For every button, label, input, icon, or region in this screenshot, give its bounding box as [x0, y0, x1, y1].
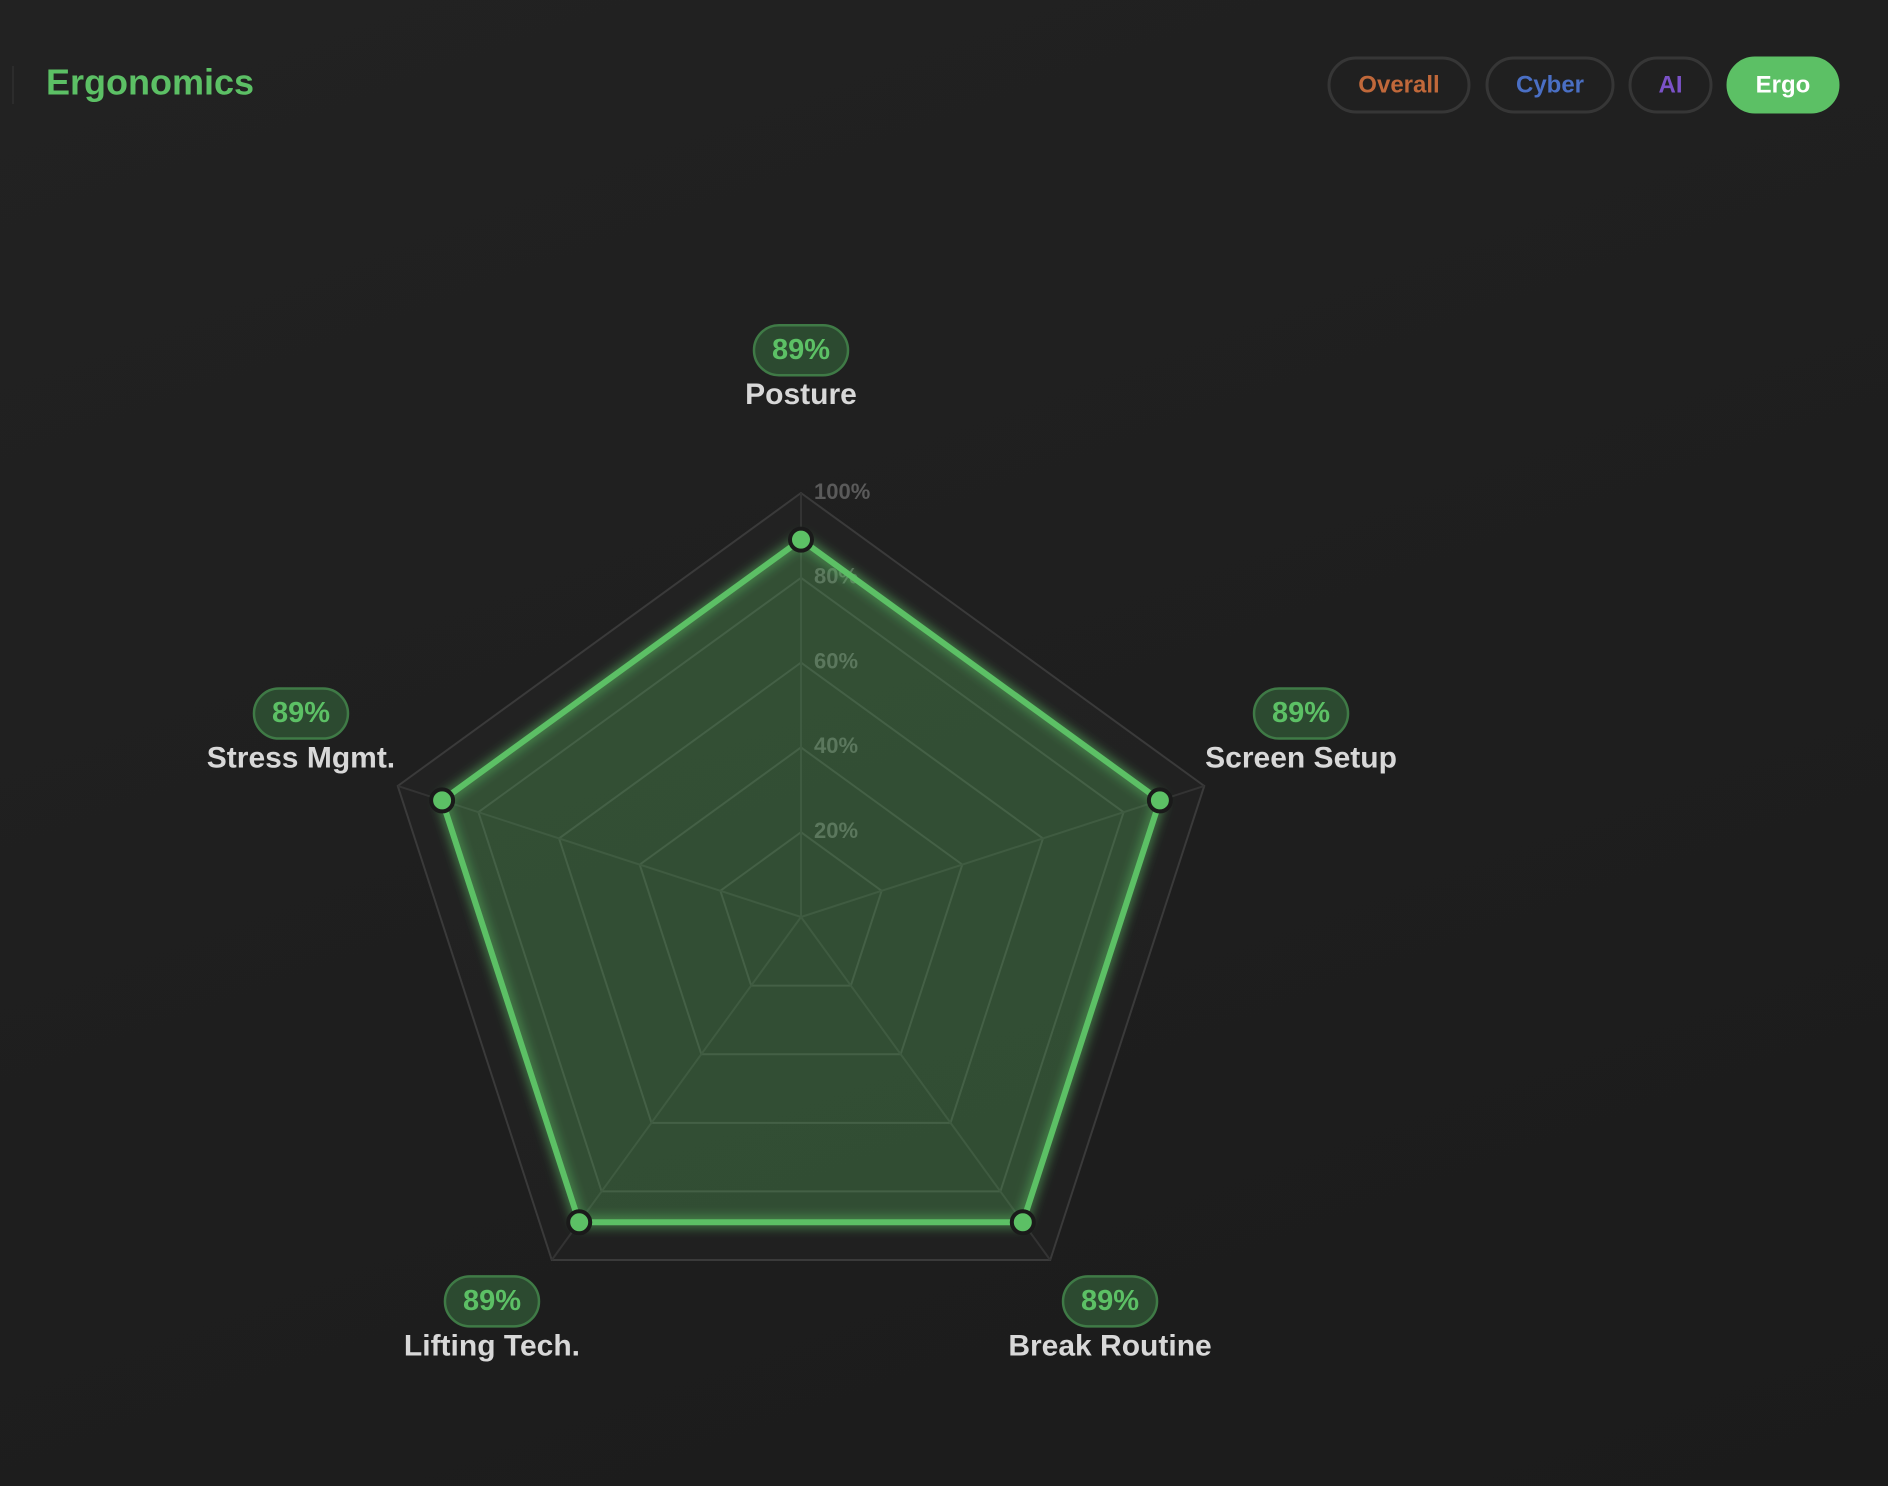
- value-pill: [1252, 687, 1350, 740]
- radar-point: [566, 1209, 593, 1236]
- radar-point: [429, 787, 456, 814]
- value-label: 89%: [772, 334, 830, 366]
- value-label: 89%: [1081, 1285, 1139, 1317]
- button-label: AI: [1659, 71, 1683, 98]
- r-tick-label: 100%: [814, 479, 870, 504]
- chart-title: Ergonomics: [46, 62, 254, 103]
- filter-button[interactable]: Overall: [1327, 56, 1471, 114]
- grid-ring: [396, 491, 1206, 1262]
- value-pill: [443, 1275, 541, 1328]
- value-pill: [252, 687, 350, 740]
- radar-point: [1009, 1209, 1036, 1236]
- button-label: Ergo: [1756, 71, 1811, 98]
- axis-label: Stress Mgmt.: [207, 741, 395, 774]
- value-pill: [1061, 1275, 1159, 1328]
- axis-label: Posture: [745, 378, 857, 411]
- button-label: Overall: [1358, 71, 1439, 98]
- filter-bar: Overall Cyber AI Ergo: [1327, 56, 1840, 114]
- button-bg: [1726, 56, 1840, 114]
- axis-label: Break Routine: [1008, 1329, 1211, 1362]
- button-bg: [1327, 56, 1471, 114]
- axis-group: 89% Stress Mgmt.: [207, 687, 395, 774]
- axis-label: Screen Setup: [1205, 741, 1397, 774]
- axis-label: Lifting Tech.: [404, 1329, 580, 1362]
- button-bg: [1485, 56, 1615, 114]
- filter-button[interactable]: AI: [1628, 56, 1713, 114]
- radar-point: [788, 526, 814, 553]
- axis-group: 89% Break Routine: [1008, 1275, 1212, 1362]
- value-label: 89%: [1272, 697, 1330, 729]
- button-label: Cyber: [1516, 71, 1584, 98]
- filter-button[interactable]: Cyber: [1485, 56, 1615, 114]
- value-label: 89%: [463, 1285, 521, 1317]
- axis-group: 89% Lifting Tech.: [404, 1275, 580, 1362]
- value-label: 89%: [272, 697, 330, 729]
- plot: [429, 526, 1173, 1236]
- value-pill: [752, 323, 850, 377]
- radar-point: [1146, 787, 1173, 814]
- filter-button[interactable]: Ergo: [1726, 56, 1840, 114]
- axis-group: 89% Posture: [745, 323, 857, 411]
- radar-area: [439, 536, 1163, 1226]
- button-bg: [1628, 56, 1713, 114]
- labels: 89% Posture 89% Screen Setup 89% Break Routin…: [207, 323, 1397, 1362]
- axis-group: 89% Screen Setup: [1205, 687, 1397, 774]
